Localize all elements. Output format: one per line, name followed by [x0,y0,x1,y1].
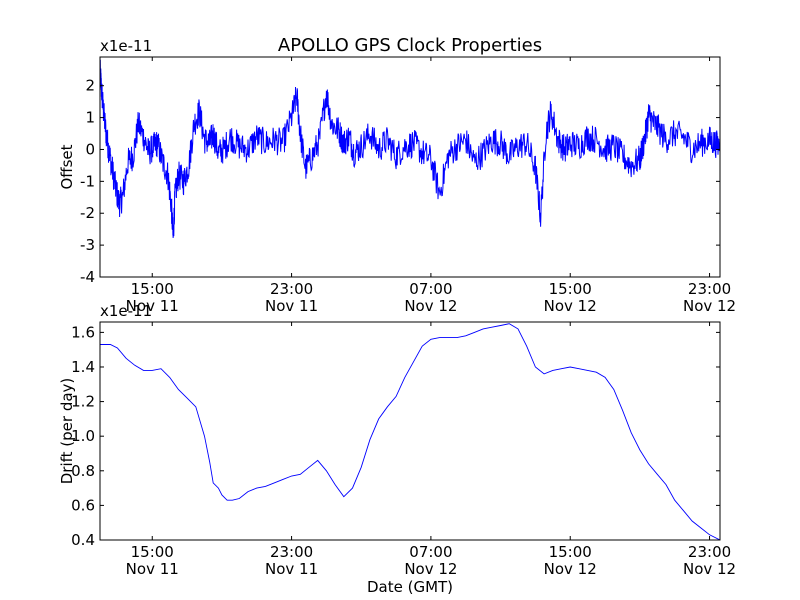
drift-series-line [100,323,720,540]
x-tick-label-date: Nov 11 [126,297,179,315]
drift-y-axis-label: Drift (per day) [58,378,76,485]
y-tick-label: 0.4 [71,531,95,549]
offset-scale-label: x1e-11 [100,37,152,55]
x-tick-label-date: Nov 11 [126,560,179,578]
x-tick-label-date: Nov 11 [265,297,318,315]
x-tick-label-date: Nov 12 [683,297,736,315]
x-tick-label-date: Nov 12 [404,297,457,315]
x-tick-label-time: 15:00 [131,280,174,298]
x-tick-label-time: 07:00 [409,543,452,561]
x-tick-label-time: 23:00 [270,543,313,561]
y-tick-label: 0.8 [71,462,95,480]
y-tick-label: -2 [80,204,95,222]
y-tick-label: 1.2 [71,393,95,411]
x-axis-label: Date (GMT) [367,578,453,596]
x-tick-label-date: Nov 11 [265,560,318,578]
y-tick-label: 1.0 [71,427,95,445]
y-tick-label: 1.6 [71,323,95,341]
drift-scale-label: x1e-11 [100,302,152,320]
x-tick-label-time: 15:00 [549,543,592,561]
y-tick-label: -4 [80,268,95,286]
x-tick-label-time: 23:00 [270,280,313,298]
x-tick-label-date: Nov 12 [404,560,457,578]
offset-axes-frame [99,56,721,278]
x-tick-label-time: 23:00 [688,543,731,561]
y-tick-label: 1.4 [71,358,95,376]
x-tick-label-time: 23:00 [688,280,731,298]
chart-title: APOLLO GPS Clock Properties [278,35,542,56]
x-tick-label-time: 15:00 [131,543,174,561]
x-tick-label-time: 07:00 [409,280,452,298]
y-tick-label: -3 [80,236,95,254]
y-tick-label: 2 [85,77,95,95]
offset-y-axis-label: Offset [58,144,76,189]
y-tick-label: 0 [85,140,95,158]
x-tick-label-date: Nov 12 [544,560,597,578]
offset-series-line [100,59,720,238]
y-tick-label: 1 [85,109,95,127]
x-tick-label-time: 15:00 [549,280,592,298]
x-tick-label-date: Nov 12 [683,560,736,578]
drift-axes-frame [99,321,721,541]
y-tick-label: -1 [80,172,95,190]
y-tick-label: 0.6 [71,496,95,514]
x-tick-label-date: Nov 12 [544,297,597,315]
